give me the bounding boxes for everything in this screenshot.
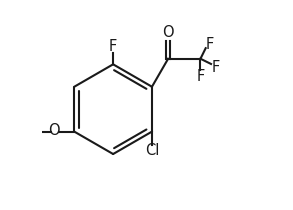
- Text: F: F: [109, 39, 117, 54]
- Text: Cl: Cl: [145, 143, 159, 158]
- Text: F: F: [212, 60, 220, 75]
- Text: O: O: [162, 25, 174, 40]
- Text: O: O: [48, 123, 60, 138]
- Text: F: F: [196, 69, 205, 84]
- Text: F: F: [206, 37, 214, 51]
